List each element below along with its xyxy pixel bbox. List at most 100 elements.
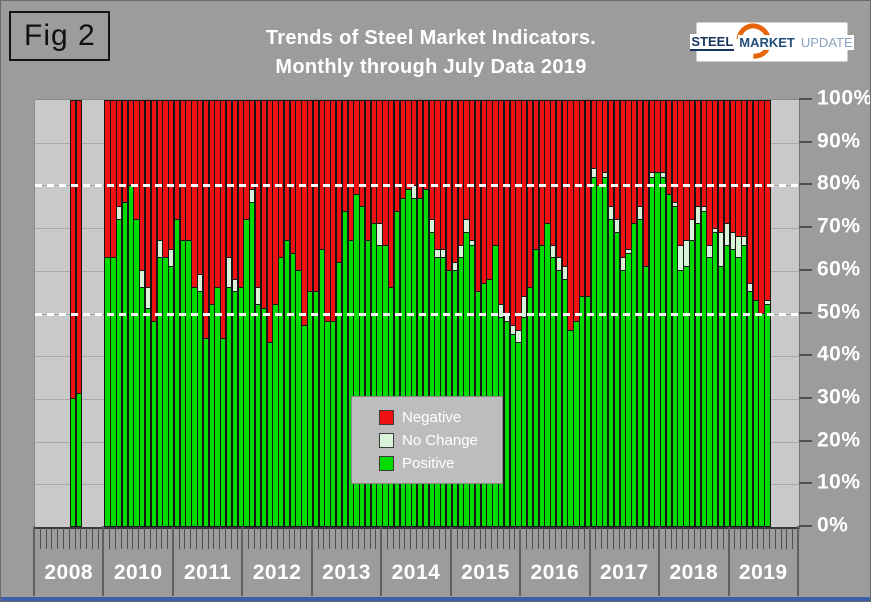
segment-negative xyxy=(336,101,342,263)
figure-label-text: Fig 2 xyxy=(24,19,96,52)
segment-positive xyxy=(377,245,382,526)
segment-negative xyxy=(284,101,290,242)
month-tick xyxy=(410,528,412,549)
segment-positive xyxy=(562,279,567,526)
segment-negative xyxy=(308,101,313,293)
segment-positive xyxy=(730,249,735,526)
segment-positive xyxy=(429,232,434,526)
segment-positive xyxy=(632,224,637,526)
month-tick xyxy=(468,528,470,549)
month-tick xyxy=(120,528,122,549)
segment-positive xyxy=(713,232,718,526)
month-tick xyxy=(647,528,649,549)
y-axis-label: 0% xyxy=(817,513,849,537)
month-tick xyxy=(439,528,441,549)
month-tick xyxy=(346,528,348,549)
segment-negative xyxy=(418,101,423,199)
segment-positive xyxy=(643,266,648,526)
segment-positive xyxy=(637,220,643,526)
segment-positive xyxy=(70,398,75,526)
month-tick xyxy=(491,528,493,549)
segment-positive xyxy=(296,271,301,526)
segment-positive xyxy=(690,241,695,526)
segment-positive xyxy=(227,288,232,526)
month-tick xyxy=(653,528,655,549)
segment-negative xyxy=(522,101,527,297)
month-tick xyxy=(398,528,400,549)
segment-positive xyxy=(331,322,336,526)
year-label-2017: 2017 xyxy=(599,561,649,584)
segment-positive xyxy=(406,190,411,526)
month-tick xyxy=(635,528,637,549)
segment-positive xyxy=(412,198,417,526)
year-label-2019: 2019 xyxy=(738,561,788,584)
segment-negative xyxy=(134,101,139,220)
month-tick xyxy=(774,528,776,549)
segment-positive xyxy=(551,258,556,526)
month-tick xyxy=(51,528,53,549)
segment-positive xyxy=(747,292,753,526)
segment-positive xyxy=(510,334,515,526)
segment-positive xyxy=(232,292,238,526)
segment-negative xyxy=(145,101,151,288)
month-tick xyxy=(705,528,707,549)
month-tick xyxy=(711,528,713,549)
segment-positive xyxy=(308,292,313,526)
month-tick xyxy=(792,528,794,549)
segment-negative xyxy=(713,101,718,229)
segment-no-change xyxy=(718,232,724,267)
segment-negative xyxy=(105,101,110,259)
month-tick xyxy=(722,528,724,549)
month-tick xyxy=(294,528,296,549)
segment-no-change xyxy=(649,173,654,178)
month-tick xyxy=(265,528,267,549)
segment-positive xyxy=(105,258,110,526)
y-axis-label: 90% xyxy=(817,129,861,153)
segment-negative xyxy=(637,101,643,208)
year-separator xyxy=(310,526,313,596)
segment-negative xyxy=(603,101,608,174)
month-tick xyxy=(462,528,464,549)
month-tick xyxy=(259,528,261,549)
segment-positive xyxy=(759,313,764,526)
segment-negative xyxy=(626,101,631,250)
segment-no-change xyxy=(620,258,625,271)
year-separator xyxy=(658,526,661,596)
month-tick xyxy=(444,528,446,549)
segment-negative xyxy=(527,101,533,288)
month-tick xyxy=(716,528,718,549)
segment-negative xyxy=(684,101,689,242)
month-tick xyxy=(323,528,325,549)
segment-negative xyxy=(609,101,614,208)
y-axis-label: 80% xyxy=(817,171,861,195)
month-tick xyxy=(473,528,475,549)
segment-positive xyxy=(319,249,324,526)
year-separator xyxy=(727,526,730,596)
segment-negative xyxy=(458,101,463,246)
segment-positive xyxy=(718,266,724,526)
y-axis-tick xyxy=(799,354,812,357)
segment-negative xyxy=(747,101,753,284)
year-label-2008: 2008 xyxy=(44,561,94,584)
segment-positive xyxy=(192,288,197,526)
segment-positive xyxy=(574,322,579,526)
y-axis-tick xyxy=(799,98,812,100)
segment-negative xyxy=(232,101,238,280)
dashed-gridline-80pct xyxy=(35,184,799,188)
segment-positive xyxy=(736,258,741,526)
segment-positive xyxy=(336,262,342,526)
segment-no-change xyxy=(255,288,261,305)
segment-no-change xyxy=(412,186,417,199)
segment-no-change xyxy=(510,326,515,335)
segment-negative xyxy=(643,101,648,267)
y-axis-label: 20% xyxy=(817,428,861,452)
logo-word-update: UPDATE xyxy=(799,34,854,50)
segment-negative xyxy=(597,101,602,186)
segment-negative xyxy=(678,101,683,246)
month-tick xyxy=(271,528,273,549)
segment-positive xyxy=(273,305,278,526)
segment-positive xyxy=(504,322,510,526)
segment-positive xyxy=(354,194,359,526)
month-tick xyxy=(155,528,157,549)
segment-negative xyxy=(128,101,133,186)
